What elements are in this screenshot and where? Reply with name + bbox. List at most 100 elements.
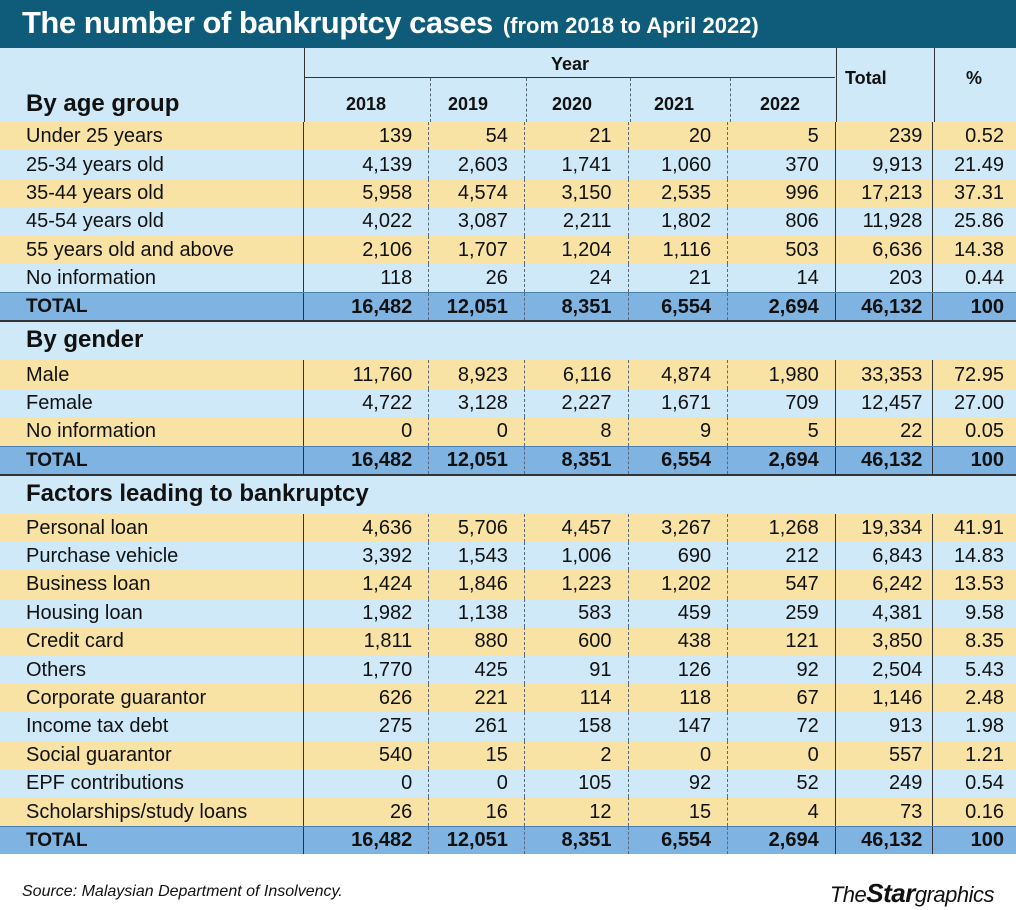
percent-cell: 1.21: [932, 740, 1016, 770]
year-value-cell: 158: [523, 712, 628, 741]
table-row: No information 0 0 8 9 5 22 0.05: [0, 417, 1016, 446]
percent-cell: 37.31: [932, 178, 1016, 208]
year-value-cell: 1,802: [627, 207, 728, 236]
year-value-cell: 1,202: [627, 570, 728, 599]
row-label: Personal loan: [26, 516, 149, 539]
total-cell: 557: [834, 740, 933, 770]
table-row: Business loan 1,424 1,846 1,223 1,202 547 6,24…: [0, 570, 1016, 599]
year-value-cell: 118: [302, 263, 429, 293]
year-value-cell: 4,022: [302, 207, 429, 236]
total-cell: 22: [834, 417, 933, 446]
year-header-2022: 2022: [760, 94, 801, 114]
year-value-cell: 1,671: [627, 388, 728, 418]
total-cell: 73: [834, 797, 933, 826]
row-label: Male: [26, 363, 70, 386]
year-value-cell: 4,139: [302, 150, 429, 179]
year-value-cell: 8,351: [523, 446, 628, 474]
row-label: 25-34 years old: [26, 153, 164, 176]
row-label: Female: [26, 391, 93, 414]
year-value-cell: 2,694: [727, 293, 835, 321]
table-row: 35-44 years old 5,958 4,574 3,150 2,535 996 17…: [0, 178, 1016, 208]
percent-cell: 13.53: [932, 570, 1016, 599]
title-bar: The number of bankruptcy cases (from 201…: [0, 0, 1016, 48]
divider: [934, 48, 935, 122]
year-value-cell: 221: [428, 683, 524, 713]
percent-cell: 9.58: [932, 598, 1016, 628]
bankruptcy-table: Year By age group 2018 2019 2020 2021 20…: [0, 48, 1016, 854]
percent-cell: 100: [932, 446, 1016, 474]
year-value-cell: 12,051: [428, 293, 524, 321]
year-value-cell: 880: [428, 627, 524, 656]
divider: [730, 78, 731, 122]
page-title: The number of bankruptcy cases: [22, 5, 493, 40]
section-title: Factors leading to bankruptcy: [0, 473, 1016, 514]
percent-cell: 0.44: [932, 263, 1016, 293]
table-row: 25-34 years old 4,139 2,603 1,741 1,060 370 9,…: [0, 150, 1016, 179]
divider: [836, 48, 837, 122]
year-value-cell: 1,982: [302, 598, 429, 628]
row-label: No information: [26, 420, 157, 443]
total-cell: 239: [834, 122, 933, 151]
year-value-cell: 4,574: [428, 178, 524, 208]
year-value-cell: 0: [627, 740, 728, 770]
percent-cell: 0.54: [932, 769, 1016, 798]
brand-logo: TheStargraphics: [829, 878, 995, 909]
year-value-cell: 118: [627, 683, 728, 713]
total-cell: 2,504: [834, 655, 933, 684]
year-value-cell: 2,694: [727, 446, 835, 474]
row-label: Corporate guarantor: [26, 687, 207, 710]
percent-cell: 0.05: [932, 417, 1016, 446]
table-row: No information 118 26 24 21 14 203 0.44: [0, 263, 1016, 293]
year-value-cell: 16: [428, 797, 524, 826]
year-value-cell: 1,204: [523, 235, 628, 264]
row-label: Others: [26, 658, 87, 681]
table-row: Income tax debt 275 261 158 147 72 913 1.98: [0, 712, 1016, 741]
year-value-cell: 4: [727, 797, 835, 826]
year-value-cell: 4,457: [523, 513, 628, 542]
total-cell: 46,132: [834, 446, 933, 474]
year-value-cell: 12,051: [428, 446, 524, 474]
total-cell: 11,928: [834, 207, 933, 236]
total-cell: 6,843: [834, 541, 933, 571]
year-value-cell: 1,980: [727, 360, 835, 389]
percent-cell: 0.52: [932, 122, 1016, 151]
year-value-cell: 806: [727, 207, 835, 236]
year-value-cell: 3,087: [428, 207, 524, 236]
year-value-cell: 212: [727, 541, 835, 571]
source-note: Source: Malaysian Department of Insolven…: [22, 883, 343, 900]
total-cell: 6,636: [834, 235, 933, 264]
row-label: Housing loan: [26, 601, 143, 624]
year-value-cell: 1,006: [523, 541, 628, 571]
table-row: Female 4,722 3,128 2,227 1,671 709 12,457 27.00: [0, 388, 1016, 418]
year-value-cell: 5,958: [302, 178, 429, 208]
total-cell: 4,381: [834, 598, 933, 628]
total-cell: 249: [834, 769, 933, 798]
year-header: Year: [550, 54, 590, 74]
year-value-cell: 12,051: [428, 826, 524, 854]
year-value-cell: 0: [428, 417, 524, 446]
year-value-cell: 16,482: [302, 826, 429, 854]
year-value-cell: 21: [523, 122, 628, 151]
table-row: Scholarships/study loans 26 16 12 15 4 73 0.16: [0, 797, 1016, 826]
year-value-cell: 583: [523, 598, 628, 628]
divider: [304, 48, 305, 122]
percent-cell: 14.83: [932, 541, 1016, 571]
percent-cell: 100: [932, 826, 1016, 854]
total-cell: 913: [834, 712, 933, 741]
divider: [430, 78, 431, 122]
row-label: 45-54 years old: [26, 210, 164, 233]
table-row: 45-54 years old 4,022 3,087 2,211 1,802 806 11…: [0, 207, 1016, 236]
total-cell: 12,457: [834, 388, 933, 418]
year-value-cell: 3,150: [523, 178, 628, 208]
brand-pre: The: [829, 882, 867, 907]
brand-star: Star: [866, 878, 915, 908]
row-label: EPF contributions: [26, 772, 184, 795]
year-value-cell: 92: [627, 769, 728, 798]
table-row: Male 11,760 8,923 6,116 4,874 1,980 33,353 72.9…: [0, 360, 1016, 389]
year-value-cell: 8,351: [523, 293, 628, 321]
total-row: TOTAL 16,482 12,051 8,351 6,554 2,694 46,132 10…: [0, 292, 1016, 321]
year-value-cell: 91: [523, 655, 628, 684]
row-label: TOTAL: [26, 449, 88, 471]
year-value-cell: 5: [727, 122, 835, 151]
table-row: Personal loan 4,636 5,706 4,457 3,267 1,268 19…: [0, 513, 1016, 542]
